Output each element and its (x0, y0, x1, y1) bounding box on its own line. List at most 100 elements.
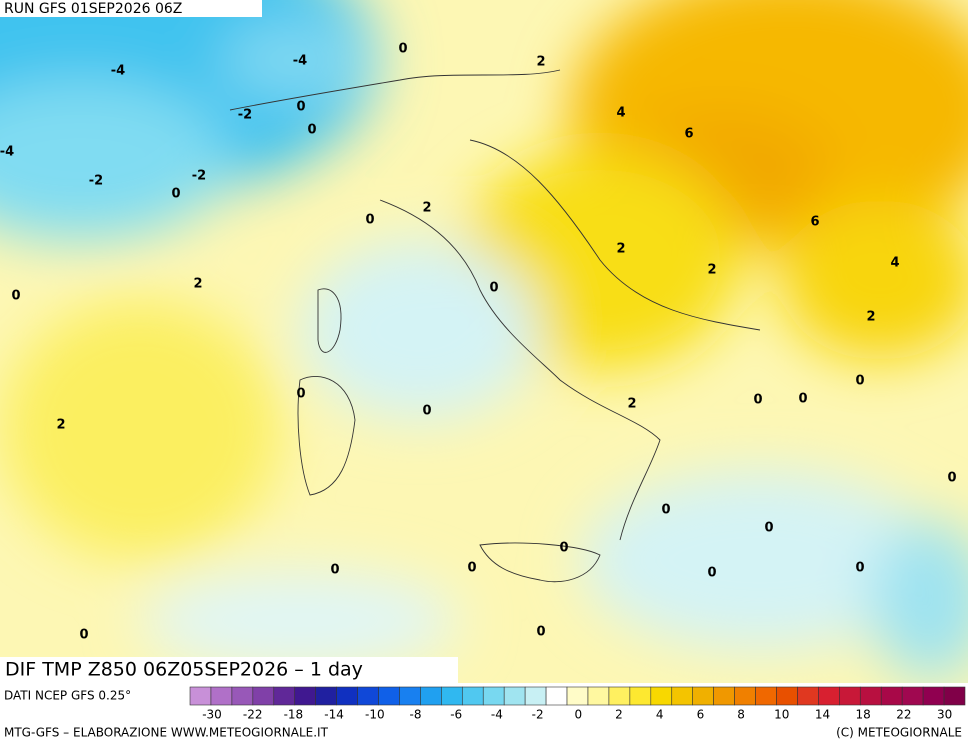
scale-label: -6 (450, 708, 462, 722)
scale-swatch (671, 686, 694, 706)
contour-label: -4 (0, 145, 14, 160)
scale-swatch (315, 686, 337, 706)
contour-label: 0 (753, 393, 762, 408)
contour-label: 2 (193, 277, 202, 292)
contour-label: 0 (365, 213, 374, 228)
contour-label: -2 (238, 108, 252, 123)
contour-label: 0 (171, 187, 180, 202)
scale-swatch (336, 686, 358, 706)
scale-swatch (901, 686, 924, 706)
contour-label: 0 (296, 387, 305, 402)
contour-label: -4 (293, 54, 307, 69)
contour-label: 0 (422, 404, 431, 419)
scale-label: 8 (737, 708, 745, 722)
contour-label: 0 (398, 42, 407, 57)
scale-swatch (943, 686, 966, 706)
contour-label: 0 (307, 123, 316, 138)
scale-swatch (859, 686, 882, 706)
contour-label: 0 (296, 100, 305, 115)
scale-swatch (461, 686, 484, 706)
scale-labels: -30 -22 -18 -14 -10 -8 -6 -4 -2 0 2 4 6 8 10 14 18 22 30 (202, 708, 952, 722)
scale-swatch (378, 686, 400, 706)
contour-label: 0 (947, 471, 956, 486)
scale-label: 14 (815, 708, 830, 722)
contour-label: 0 (798, 392, 807, 407)
contour-label: -4 (111, 64, 125, 79)
scale-swatch (524, 686, 547, 706)
scale-swatch (482, 686, 505, 706)
scale-label: 22 (896, 708, 911, 722)
contour-label: 2 (627, 397, 636, 412)
contour-label: 4 (616, 106, 625, 121)
data-source: DATI NCEP GFS 0.25° (4, 689, 131, 703)
scale-swatch (252, 686, 275, 706)
scale-swatch (880, 686, 903, 706)
scale-swatch (797, 686, 819, 706)
contour-label: 0 (855, 561, 864, 576)
contour-label: 0 (559, 541, 568, 556)
contour-label: 0 (330, 563, 339, 578)
map (0, 0, 968, 683)
scale-swatch (734, 686, 756, 706)
contour-label: 6 (684, 127, 693, 142)
contour-label: 2 (536, 55, 545, 70)
scale-label: -10 (365, 708, 385, 722)
contour-label: 2 (707, 263, 716, 278)
scale-label: -14 (324, 708, 344, 722)
contour-label: 0 (764, 521, 773, 536)
credits: MTG-GFS – ELABORAZIONE WWW.METEOGIORNALE… (4, 726, 329, 740)
contour-label: 0 (855, 374, 864, 389)
contour-label: 0 (11, 289, 20, 304)
scale-swatch (441, 686, 463, 706)
scale-swatch (650, 686, 673, 706)
scale-label: -2 (532, 708, 544, 722)
scale-swatch (755, 686, 777, 706)
contour-label: 0 (489, 281, 498, 296)
scale-swatch (587, 686, 610, 706)
scale-label: 30 (937, 708, 952, 722)
scale-swatch (189, 686, 212, 706)
scale-label: -22 (243, 708, 263, 722)
contour-label: 2 (422, 201, 431, 216)
contour-label: -2 (192, 169, 206, 184)
scale-swatch (420, 686, 442, 706)
scale-swatch (210, 686, 233, 706)
contour-label: 2 (56, 418, 65, 433)
scale-label: -4 (491, 708, 503, 722)
contour-label: 0 (661, 503, 670, 518)
scale-swatch (545, 686, 568, 706)
scale-label: -18 (284, 708, 304, 722)
scale-label: -30 (202, 708, 222, 722)
scale-label: 10 (774, 708, 789, 722)
scale-swatch (566, 686, 589, 706)
scale-swatch (357, 686, 379, 706)
scale-swatch (776, 686, 798, 706)
contour-label: 2 (866, 310, 875, 325)
scale-swatch (839, 686, 861, 706)
contour-label: 0 (536, 625, 545, 640)
scale-label: 0 (574, 708, 582, 722)
scale-swatch (503, 686, 526, 706)
scale-swatch (294, 686, 316, 706)
run-label: RUN GFS 01SEP2026 06Z (4, 1, 182, 17)
scale-swatch (629, 686, 652, 706)
scale-label: 4 (656, 708, 664, 722)
contour-label: 0 (707, 566, 716, 581)
scale-swatch (399, 686, 421, 706)
color-scale (189, 686, 966, 706)
scale-swatch (818, 686, 840, 706)
scale-swatch (608, 686, 631, 706)
scale-swatch (922, 686, 945, 706)
contour-label: -2 (89, 174, 103, 189)
scale-label: -8 (410, 708, 422, 722)
scale-label: 18 (856, 708, 871, 722)
contour-label: 4 (890, 256, 899, 271)
copyright: (C) METEOGIORNALE (836, 726, 962, 740)
scale-swatch (273, 686, 296, 706)
map-title: DIF TMP Z850 06Z05SEP2026 – 1 day (5, 659, 363, 681)
contour-label: 0 (79, 628, 88, 643)
scale-swatch (231, 686, 254, 706)
scale-label: 6 (697, 708, 705, 722)
